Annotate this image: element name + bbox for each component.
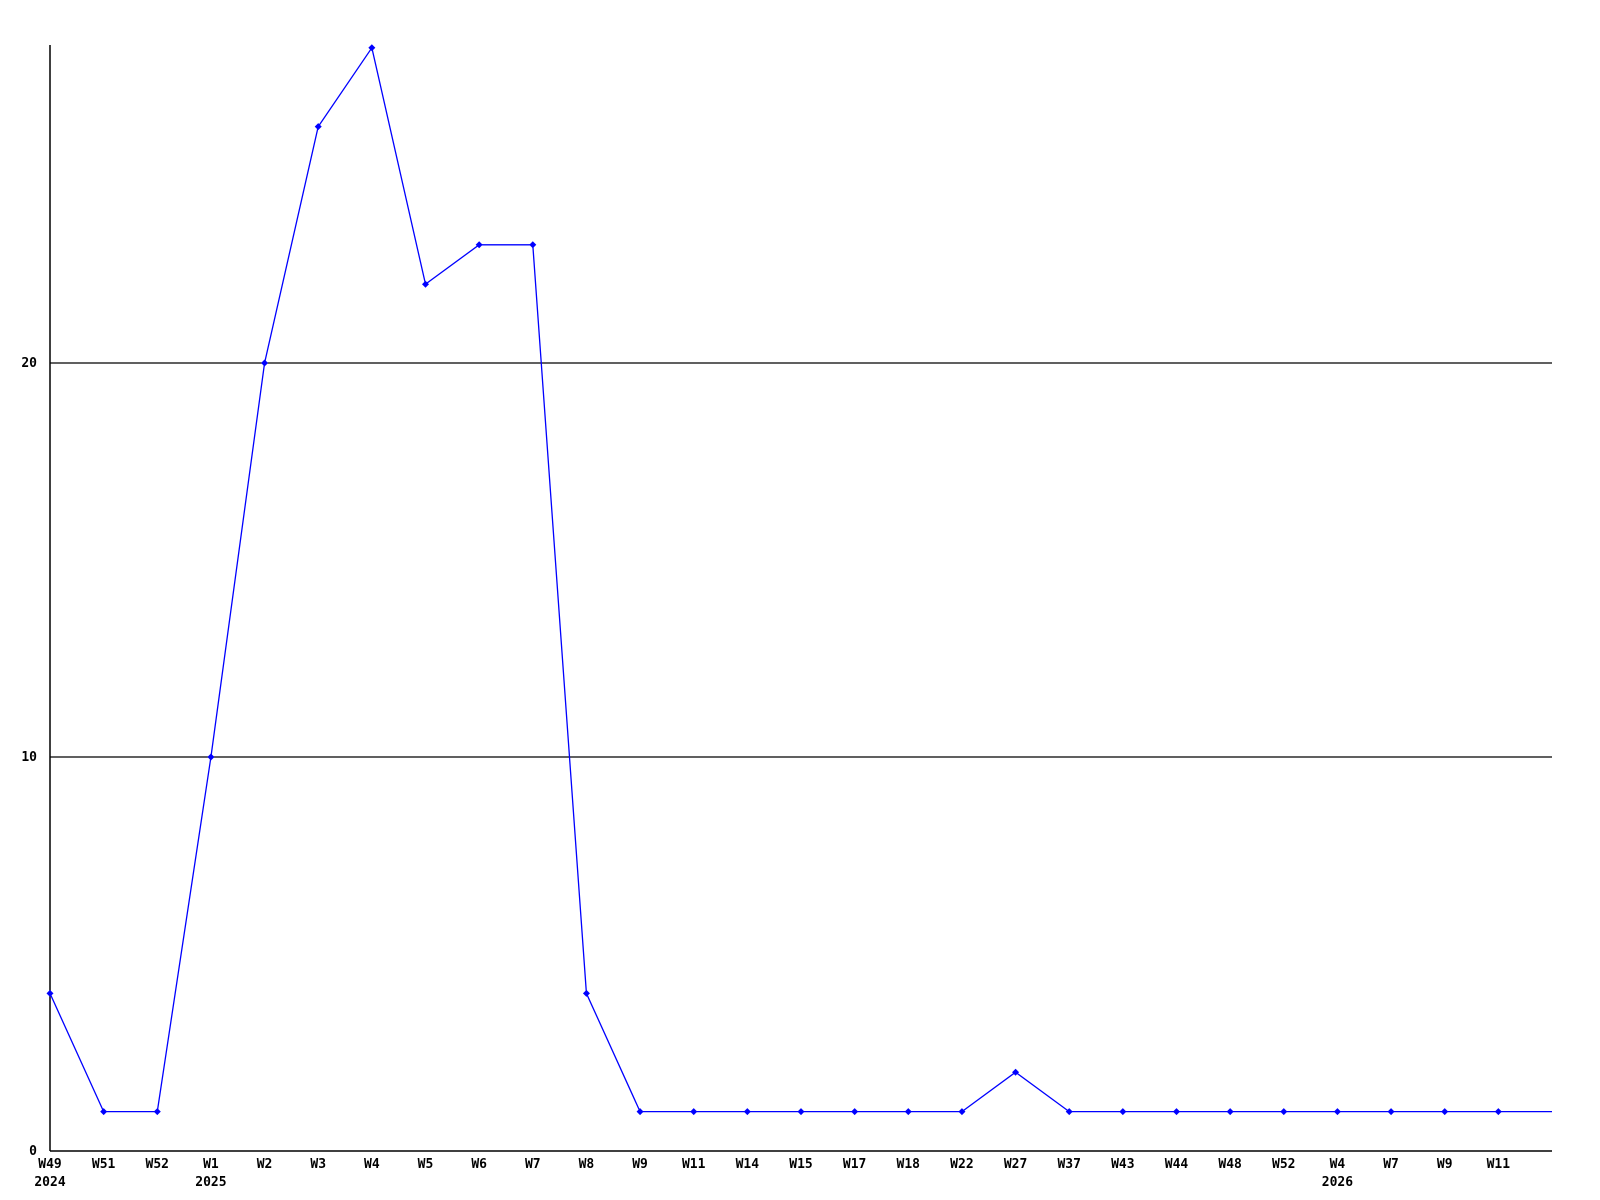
data-point-marker <box>1387 1108 1395 1116</box>
y-tick-label: 20 <box>21 356 37 371</box>
x-tick-label: W44 <box>1165 1157 1189 1172</box>
year-label: 2024 <box>34 1175 65 1190</box>
x-tick-label: W4 <box>364 1157 380 1172</box>
x-tick-label: W9 <box>1437 1157 1453 1172</box>
x-tick-label: W2 <box>257 1157 273 1172</box>
data-point-marker <box>1441 1108 1449 1116</box>
x-tick-label: W3 <box>310 1157 326 1172</box>
data-point-marker <box>1226 1108 1234 1116</box>
x-tick-label: W43 <box>1111 1157 1134 1172</box>
x-tick-label: W52 <box>1272 1157 1295 1172</box>
data-point-marker <box>422 280 429 288</box>
data-point-marker <box>743 1108 751 1116</box>
data-point-marker <box>636 1108 644 1116</box>
data-point-marker <box>368 44 376 52</box>
x-tick-label: W9 <box>632 1157 648 1172</box>
data-point-marker <box>207 753 215 761</box>
data-point-marker <box>1012 1068 1020 1076</box>
x-tick-label: W51 <box>92 1157 116 1172</box>
x-tick-label: W7 <box>1383 1157 1399 1172</box>
data-point-marker <box>904 1108 912 1116</box>
x-tick-label: W11 <box>1487 1157 1511 1172</box>
x-tick-label: W22 <box>950 1157 973 1172</box>
data-point-marker <box>797 1108 805 1116</box>
data-point-marker <box>153 1108 161 1116</box>
x-tick-label: W17 <box>843 1157 866 1172</box>
data-point-marker <box>582 989 590 997</box>
data-point-marker <box>100 1108 108 1116</box>
x-tick-label: W8 <box>579 1157 595 1172</box>
x-tick-label: W14 <box>736 1157 760 1172</box>
year-label: 2026 <box>1322 1175 1353 1190</box>
x-tick-label: W18 <box>897 1157 921 1172</box>
x-tick-label: W4 <box>1330 1157 1346 1172</box>
data-point-marker <box>690 1108 698 1116</box>
x-tick-label: W6 <box>471 1157 487 1172</box>
data-point-marker <box>314 123 322 131</box>
data-point-marker <box>46 989 54 997</box>
x-tick-label: W11 <box>682 1157 706 1172</box>
x-tick-label: W48 <box>1218 1157 1242 1172</box>
x-tick-label: W27 <box>1004 1157 1027 1172</box>
x-tick-label: W5 <box>418 1157 434 1172</box>
x-tick-label: W52 <box>146 1157 169 1172</box>
data-point-marker <box>1119 1108 1127 1116</box>
x-tick-label: W1 <box>203 1157 219 1172</box>
data-point-marker <box>958 1108 966 1116</box>
x-tick-label: W15 <box>789 1157 812 1172</box>
data-point-marker <box>475 241 483 249</box>
data-point-marker <box>1494 1108 1502 1116</box>
data-point-marker <box>1173 1108 1180 1116</box>
year-label: 2025 <box>195 1175 226 1190</box>
x-tick-label: W49 <box>38 1157 61 1172</box>
y-tick-label: 10 <box>21 750 37 765</box>
x-tick-label: W7 <box>525 1157 541 1172</box>
data-point-marker <box>1065 1108 1073 1116</box>
data-point-marker <box>851 1108 859 1116</box>
x-tick-label: W37 <box>1057 1157 1080 1172</box>
data-point-marker <box>529 241 537 249</box>
data-point-marker <box>1333 1108 1341 1116</box>
data-point-marker <box>261 359 269 367</box>
data-point-marker <box>1280 1108 1288 1116</box>
y-tick-label: 0 <box>29 1144 37 1159</box>
